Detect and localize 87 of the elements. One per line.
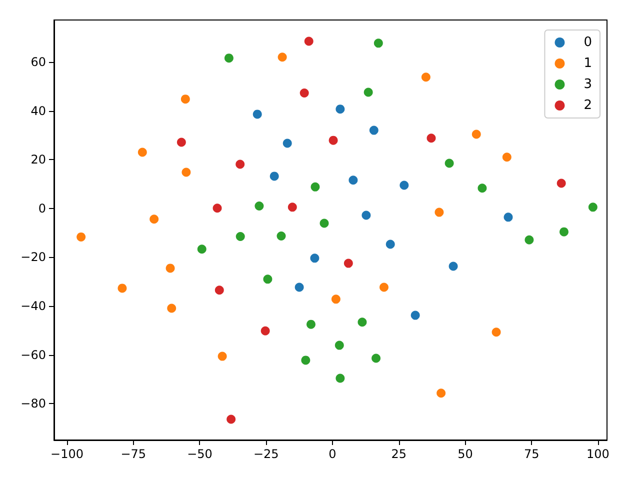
point bbox=[410, 310, 420, 320]
point bbox=[226, 414, 236, 424]
point bbox=[400, 180, 409, 190]
point bbox=[310, 254, 320, 263]
point bbox=[138, 148, 147, 157]
x-tick-label: −25 bbox=[253, 447, 279, 461]
point bbox=[524, 235, 534, 244]
legend-label: 1 bbox=[584, 56, 592, 71]
point bbox=[294, 282, 304, 292]
point bbox=[334, 340, 344, 350]
legend-label: 3 bbox=[584, 77, 592, 92]
point bbox=[118, 284, 127, 293]
x-tick-label: 75 bbox=[524, 447, 540, 461]
point bbox=[426, 134, 436, 143]
x-tick-label: 50 bbox=[458, 447, 473, 461]
point bbox=[197, 244, 206, 254]
point bbox=[301, 356, 310, 365]
x-tick-label: 100 bbox=[586, 447, 610, 461]
point bbox=[212, 204, 222, 213]
point bbox=[421, 72, 430, 82]
point bbox=[236, 160, 245, 169]
point bbox=[556, 178, 566, 188]
point bbox=[166, 264, 175, 273]
point bbox=[372, 354, 381, 363]
point bbox=[282, 138, 292, 148]
point bbox=[310, 182, 320, 192]
point bbox=[436, 388, 446, 398]
point bbox=[504, 212, 513, 222]
point bbox=[380, 282, 388, 292]
point bbox=[150, 214, 159, 224]
point bbox=[300, 88, 309, 98]
point bbox=[369, 126, 378, 135]
point bbox=[278, 52, 287, 62]
point bbox=[320, 218, 329, 228]
legend-label: 2 bbox=[584, 98, 592, 113]
point bbox=[236, 232, 245, 241]
point bbox=[276, 231, 286, 240]
point bbox=[288, 202, 297, 212]
point bbox=[472, 130, 481, 139]
point bbox=[304, 36, 314, 46]
y-tick-label: −20 bbox=[20, 250, 46, 264]
point bbox=[374, 38, 383, 48]
point bbox=[182, 168, 191, 177]
y-tick-label: 0 bbox=[38, 201, 46, 216]
point bbox=[362, 210, 371, 220]
point bbox=[358, 318, 367, 327]
point bbox=[478, 184, 487, 193]
point bbox=[306, 320, 316, 329]
point bbox=[344, 258, 353, 268]
point bbox=[328, 136, 338, 145]
x-tick-label: −100 bbox=[50, 447, 84, 461]
point bbox=[252, 110, 262, 119]
point bbox=[76, 232, 86, 242]
y-tick-label: −60 bbox=[20, 348, 46, 362]
point bbox=[331, 294, 340, 304]
y-tick-label: 60 bbox=[30, 54, 46, 69]
point bbox=[218, 352, 227, 361]
point bbox=[448, 262, 458, 271]
x-tick-label: 0 bbox=[328, 447, 336, 461]
point bbox=[588, 202, 598, 212]
point bbox=[492, 328, 501, 337]
point bbox=[254, 201, 264, 210]
point bbox=[180, 94, 190, 104]
x-tick-label: −75 bbox=[120, 447, 146, 461]
x-tick-label: 25 bbox=[391, 447, 406, 461]
point bbox=[176, 138, 186, 147]
y-tick-label: −80 bbox=[20, 396, 46, 411]
point bbox=[270, 172, 279, 181]
point bbox=[386, 240, 395, 249]
x-tick-label: −50 bbox=[187, 447, 212, 461]
point bbox=[263, 274, 272, 284]
point bbox=[560, 227, 568, 236]
y-tick-label: 40 bbox=[30, 104, 46, 118]
point bbox=[502, 152, 512, 162]
point bbox=[444, 158, 454, 168]
point bbox=[336, 374, 345, 383]
y-tick-label: −40 bbox=[20, 299, 46, 314]
point bbox=[167, 304, 176, 313]
point bbox=[336, 104, 345, 114]
point bbox=[260, 326, 270, 336]
point bbox=[214, 286, 224, 295]
point bbox=[348, 176, 358, 185]
y-tick-label: 20 bbox=[30, 152, 46, 167]
point bbox=[434, 208, 444, 217]
point bbox=[364, 88, 373, 97]
point bbox=[224, 54, 234, 63]
legend-label: 0 bbox=[584, 35, 592, 50]
